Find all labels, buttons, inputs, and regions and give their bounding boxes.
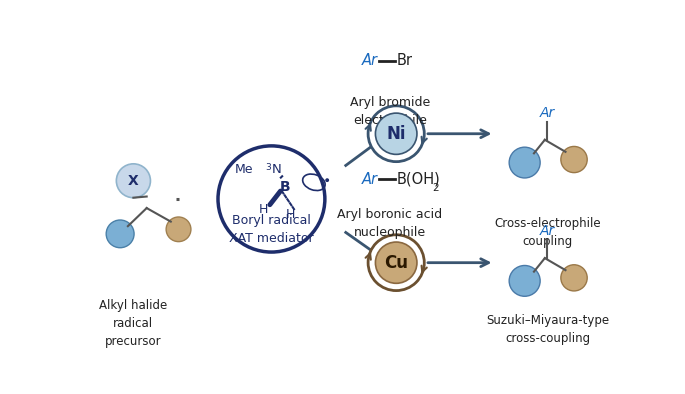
Circle shape	[375, 242, 417, 283]
Circle shape	[166, 217, 191, 242]
Text: B: B	[279, 180, 290, 194]
Circle shape	[368, 106, 424, 162]
Circle shape	[218, 146, 325, 252]
Text: H: H	[286, 208, 295, 221]
Text: Boryl radical
XAT mediator: Boryl radical XAT mediator	[229, 214, 314, 245]
Text: X: X	[128, 174, 139, 188]
Text: N: N	[272, 163, 282, 176]
Text: Ar: Ar	[362, 54, 377, 69]
Text: Cu: Cu	[384, 254, 408, 272]
Text: Ar: Ar	[540, 106, 555, 120]
Text: 2: 2	[432, 183, 439, 193]
Text: Aryl bromide
electrophile: Aryl bromide electrophile	[349, 96, 430, 127]
Text: Aryl boronic acid
nucleophile: Aryl boronic acid nucleophile	[337, 208, 443, 239]
Text: Ar: Ar	[540, 225, 555, 238]
Circle shape	[561, 265, 587, 291]
Text: H: H	[259, 203, 268, 216]
Text: Ar: Ar	[362, 172, 377, 187]
Text: B(OH): B(OH)	[396, 172, 440, 187]
Text: Br: Br	[396, 54, 412, 69]
Text: 3: 3	[265, 163, 271, 171]
Text: Suzuki–Miyaura-type
cross-coupling: Suzuki–Miyaura-type cross-coupling	[486, 314, 609, 345]
Circle shape	[561, 147, 587, 173]
Text: Cross-electrophile
coupling: Cross-electrophile coupling	[494, 217, 601, 248]
Circle shape	[116, 164, 151, 198]
Circle shape	[509, 147, 540, 178]
Circle shape	[368, 235, 424, 291]
Text: Alkyl halide
radical
precursor: Alkyl halide radical precursor	[99, 299, 168, 348]
Text: Me: Me	[234, 163, 253, 176]
Circle shape	[509, 266, 540, 296]
Text: Ni: Ni	[386, 125, 406, 143]
Circle shape	[375, 113, 417, 154]
Circle shape	[325, 178, 329, 182]
Circle shape	[106, 220, 134, 248]
